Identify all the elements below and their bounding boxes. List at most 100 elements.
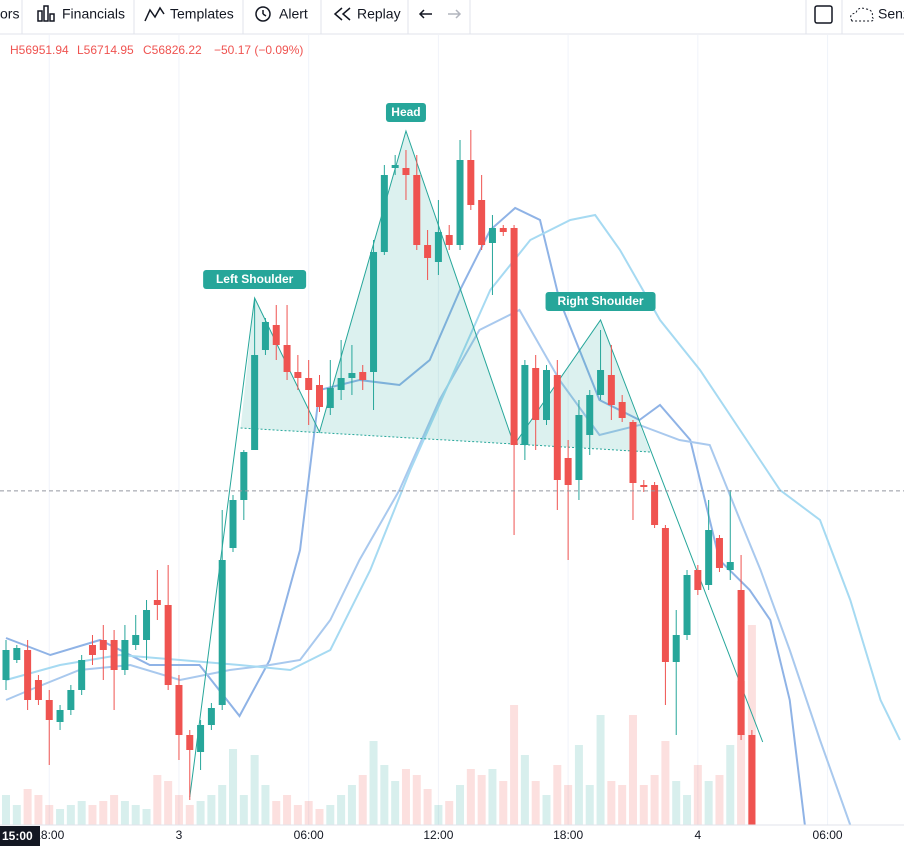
candle-body [153,600,161,605]
volume-bar [466,769,475,825]
candle-body [315,385,323,407]
ohlc-low: L56714.95 [77,43,134,57]
volume-bar [564,785,573,825]
volume-bar [715,775,724,825]
candle-body [143,610,151,640]
volume-bar [34,795,43,825]
volume-bar [304,801,313,825]
volume-bar [747,625,756,825]
candle-body [488,228,496,243]
neckline [240,427,651,453]
x-tick-label: 06:00 [813,828,843,842]
candle-body [261,322,269,350]
volume-bar [218,785,227,825]
volume-bar [477,775,486,825]
candle-body [424,245,432,258]
volume-bar [618,785,627,825]
candle-body [359,372,367,380]
toolbar-item[interactable]: Senz [878,6,904,22]
x-tick-label: 18:00 [34,828,64,842]
volume-bar [488,769,497,825]
candle-body [348,373,356,378]
x-tick-label: 06:00 [294,828,324,842]
candle-body [67,690,75,710]
templates-icon [144,6,165,22]
candle-body [543,370,550,420]
volume-bar [401,769,410,825]
chart-area: Left Shoulder Head Right Shoulder [0,35,904,826]
pattern-label: Left Shoulder [216,272,294,286]
volume-bar [347,785,356,825]
volume-bar [142,809,151,825]
volume-bar [45,805,54,825]
volume-bar [520,755,529,825]
volume-bar [164,781,173,825]
volume-bar [574,745,583,825]
candle-body [597,370,605,395]
toolbar-item[interactable]: Alert [279,6,308,22]
x-tick-label: 4 [694,828,701,842]
candle-body [402,168,410,175]
volume-bar [229,749,238,825]
candle-body [726,562,734,570]
volume-bar [726,745,735,825]
candle-body [186,735,194,750]
candle-body [229,500,237,548]
toolbar-item[interactable]: Financials [62,6,125,22]
volume-bar [99,801,108,825]
toolbar-item[interactable]: Replay [357,6,401,22]
candle-body [370,252,378,372]
volume-bar [499,781,508,825]
toolbar-item[interactable]: ors [0,6,19,22]
volume-bar [423,789,432,825]
volume-bar [661,741,670,825]
candle-body [445,235,453,245]
candle-body [164,605,172,685]
volume-bar [369,741,378,825]
save-icon [850,7,875,22]
volume-bar [693,765,702,825]
candle-body [737,590,745,735]
candle-body [45,700,53,720]
candle-body [715,538,723,568]
candle-body [240,452,248,500]
volume-bar [174,795,183,825]
candle-body [586,395,594,435]
redo-button[interactable] [448,9,462,19]
x-tick-label: 3 [176,828,183,842]
candle-body [175,685,183,735]
volume-bar [412,775,421,825]
volume-bar [358,775,367,825]
candle-body [78,660,86,690]
pattern-label: Head [391,105,420,119]
candle-body [132,635,140,645]
candle-body [640,485,648,487]
volume-bar [110,795,119,825]
volume-bar [585,785,594,825]
fullscreen-button[interactable] [814,5,833,24]
volume-bar [23,789,32,825]
volume-bar [704,781,713,825]
candle-body [56,710,64,722]
candle-body [467,160,475,205]
undo-button[interactable] [418,9,432,19]
volume-bar [531,781,540,825]
volume-bar [185,805,194,825]
candle-body [651,485,659,525]
volume-bar [434,805,443,825]
volume-bar [293,805,302,825]
ohlc-change: −50.17 (−0.09%) [214,43,303,57]
volume-bar [639,785,648,825]
candle-body [510,228,518,445]
volume-bar [88,805,97,825]
candle-body [618,402,626,418]
pattern-label-box [203,270,307,289]
candle-body [499,228,507,232]
toolbar-item[interactable]: Templates [170,6,234,22]
financials-icon [37,5,55,22]
candle-body [34,680,42,700]
candle-body [629,422,637,483]
candle-body [197,725,205,752]
volume-bar [510,705,519,825]
candle-body [564,458,572,485]
